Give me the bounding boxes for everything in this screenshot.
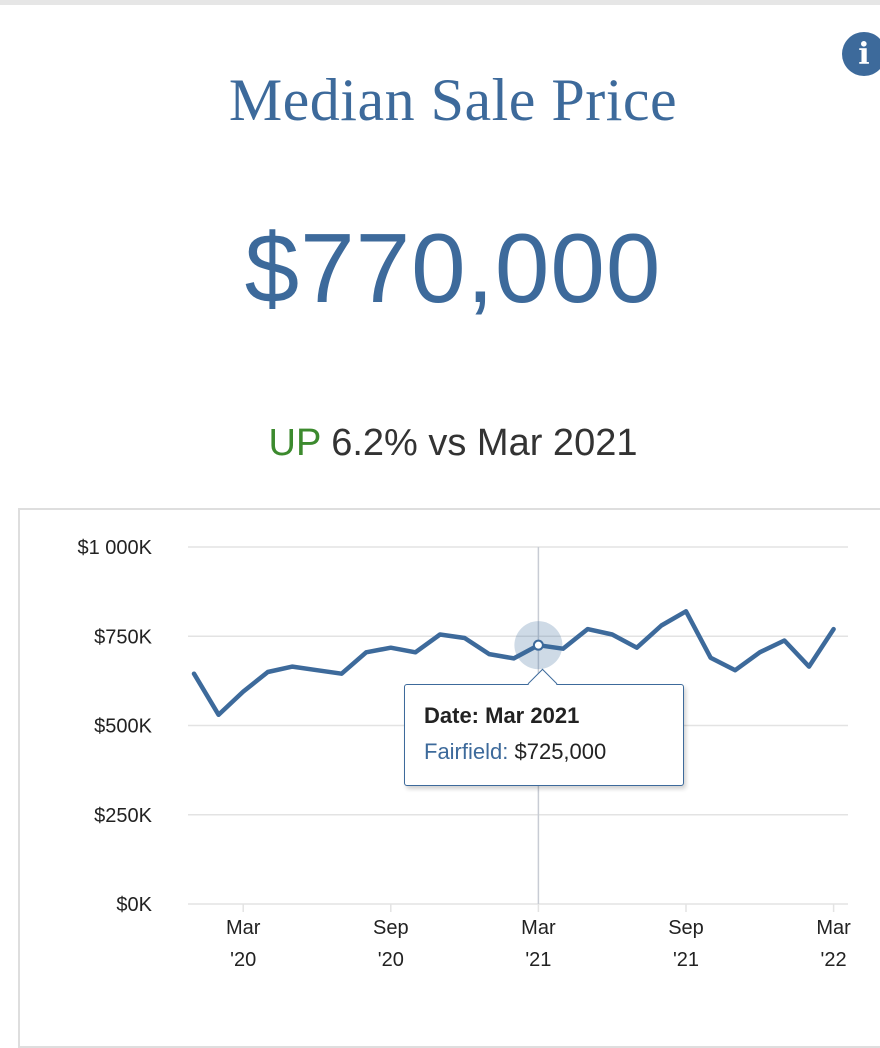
data-point xyxy=(684,609,688,613)
tooltip-value-line: Fairfield: $725,000 xyxy=(424,739,683,765)
median-price-value: $770,000 xyxy=(244,213,662,323)
series-line-fairfield xyxy=(191,609,836,718)
page-title: Median Sale Price xyxy=(228,67,678,133)
x-tick-year: '20 xyxy=(378,949,404,971)
chart-tooltip: Date: Mar 2021 Fairfield: $725,000 xyxy=(404,668,684,786)
x-tick-year: '22 xyxy=(821,949,847,971)
data-point xyxy=(438,632,442,636)
y-tick-label: $500K xyxy=(94,716,152,738)
data-point xyxy=(340,672,344,676)
change-text: 6.2% vs Mar 2021 xyxy=(331,422,638,464)
tooltip-value: $725,000 xyxy=(514,739,607,764)
data-point xyxy=(364,650,368,654)
info-icon[interactable]: i xyxy=(842,32,880,76)
top-border xyxy=(0,0,880,5)
data-point xyxy=(512,656,516,660)
x-tick-month: Sep xyxy=(373,917,409,939)
data-point xyxy=(586,627,590,631)
data-point xyxy=(832,627,836,631)
x-tick-year: '21 xyxy=(673,949,699,971)
data-point xyxy=(659,624,663,628)
y-tick-label: $0K xyxy=(116,894,152,916)
data-point xyxy=(733,668,737,672)
price-chart: $1 000K $750K $500K $250K $0K Mar '20 Sep '20 Mar… xyxy=(77,537,851,971)
data-point xyxy=(290,665,294,669)
y-tick-label: $1 000K xyxy=(77,537,152,559)
x-tick-month: Mar xyxy=(816,917,851,939)
data-point xyxy=(241,690,245,694)
x-tick-month: Sep xyxy=(668,917,704,939)
change-summary: UP 6.2% vs Mar 2021 xyxy=(0,422,880,465)
data-point xyxy=(487,652,491,656)
data-point xyxy=(192,672,196,676)
data-point xyxy=(413,650,417,654)
change-direction: UP xyxy=(268,422,321,464)
data-point xyxy=(635,646,639,650)
tooltip-date: Date: Mar 2021 xyxy=(424,703,580,728)
data-point xyxy=(463,636,467,640)
data-point xyxy=(266,670,270,674)
x-tick-month: Mar xyxy=(521,917,556,939)
info-glyph: i xyxy=(858,37,870,72)
x-tick-month: Mar xyxy=(226,917,261,939)
data-point xyxy=(315,668,319,672)
tooltip-series-label: Fairfield: xyxy=(424,739,509,764)
data-point xyxy=(782,639,786,643)
data-point xyxy=(610,632,614,636)
data-point xyxy=(807,665,811,669)
x-tick-year: '20 xyxy=(230,949,256,971)
y-tick-label: $250K xyxy=(94,805,152,827)
data-point xyxy=(217,713,221,717)
data-point xyxy=(758,650,762,654)
y-tick-label: $750K xyxy=(94,626,152,648)
x-tick-year: '21 xyxy=(525,949,551,971)
data-point xyxy=(389,646,393,650)
data-point xyxy=(709,656,713,660)
highlight-marker xyxy=(532,639,544,651)
